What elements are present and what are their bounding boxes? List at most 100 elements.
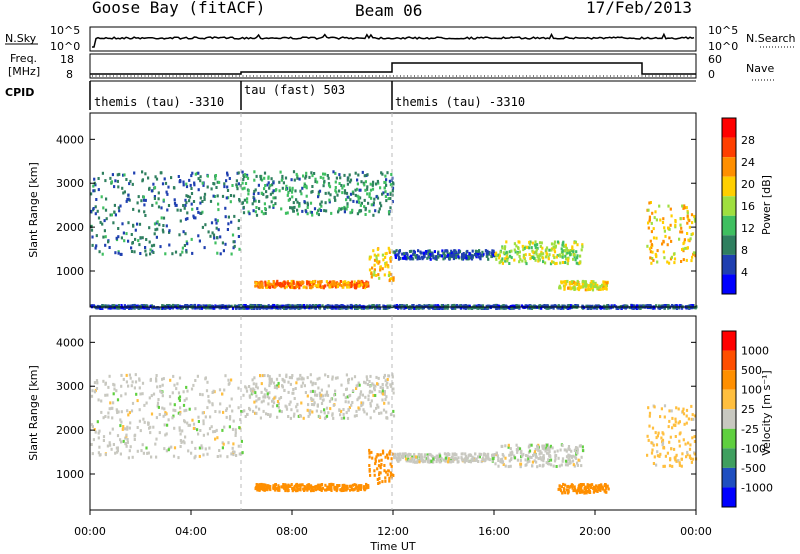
heatmap-cell — [216, 194, 219, 198]
heatmap-cell — [562, 482, 565, 486]
heatmap-cell — [569, 484, 573, 488]
heatmap-cell — [294, 189, 297, 193]
heatmap-cell — [189, 183, 192, 187]
heatmap-cell — [373, 388, 376, 392]
heatmap-cell — [387, 401, 390, 405]
heatmap-cell — [325, 280, 328, 284]
heatmap-cell — [179, 208, 182, 212]
heatmap-cell — [468, 304, 471, 308]
heatmap-cell — [232, 442, 235, 446]
heatmap-cell — [384, 379, 387, 383]
heatmap-cell — [387, 246, 390, 250]
heatmap-cell — [566, 249, 569, 252]
heatmap-cell — [285, 184, 288, 188]
heatmap-cell — [519, 465, 522, 469]
heatmap-cell — [102, 435, 106, 439]
heatmap-cell — [383, 186, 386, 190]
heatmap-cell — [172, 408, 175, 412]
heatmap-cell — [155, 177, 159, 181]
heatmap-cell — [450, 460, 453, 464]
heatmap-cell — [561, 261, 564, 264]
heatmap-cell — [680, 304, 683, 308]
heatmap-cell — [412, 249, 415, 253]
heatmap-cell — [355, 387, 358, 390]
heatmap-cell — [373, 253, 376, 257]
heatmap-cell — [255, 306, 259, 310]
heatmap-cell — [451, 304, 454, 307]
heatmap-cell — [287, 390, 290, 394]
heatmap-cell — [269, 184, 272, 188]
heatmap-cell — [290, 483, 293, 486]
heatmap-cell — [674, 424, 677, 427]
heatmap-cell — [194, 379, 197, 382]
heatmap-cell — [294, 286, 297, 290]
heatmap-cell — [359, 282, 362, 286]
heatmap-cell — [351, 190, 354, 194]
heatmap-cell — [324, 172, 327, 176]
heatmap-cell — [119, 418, 122, 422]
heatmap-cell — [557, 304, 560, 308]
heatmap-cell — [168, 229, 171, 233]
heatmap-cell — [542, 454, 545, 458]
heatmap-cell — [372, 304, 375, 307]
heatmap-cell — [387, 265, 390, 269]
heatmap-cell — [413, 253, 416, 257]
heatmap-cell — [317, 280, 320, 284]
heatmap-cell — [661, 431, 664, 435]
heatmap-cell — [564, 483, 567, 487]
heatmap-cell — [398, 304, 402, 307]
heatmap-cell — [349, 484, 352, 488]
heatmap-cell — [110, 213, 113, 217]
heatmap-cell — [661, 304, 664, 308]
heatmap-cell — [126, 438, 129, 441]
heatmap-cell — [125, 380, 128, 384]
heatmap-cell — [433, 456, 436, 460]
heatmap-cell — [678, 463, 681, 467]
heatmap-cell — [206, 432, 209, 436]
heatmap-cell — [686, 246, 689, 250]
heatmap-cell — [580, 486, 583, 490]
heatmap-cell — [580, 489, 583, 493]
heatmap-cell — [605, 285, 608, 289]
heatmap-cell — [549, 458, 553, 462]
heatmap-cell — [347, 378, 350, 382]
heatmap-cell — [364, 286, 367, 290]
heatmap-cell — [394, 304, 397, 308]
heatmap-cell — [309, 210, 312, 214]
heatmap-cell — [519, 462, 522, 466]
heatmap-cell — [317, 386, 320, 390]
heatmap-cell — [690, 233, 693, 237]
heatmap-cell — [179, 219, 182, 223]
heatmap-cell — [368, 451, 371, 455]
heatmap-cell — [671, 426, 674, 430]
heatmap-cell — [162, 304, 165, 308]
heatmap-cell — [316, 304, 319, 308]
heatmap-cell — [244, 385, 247, 389]
heatmap-cell — [289, 206, 292, 210]
heatmap-cell — [231, 233, 235, 237]
heatmap-cell — [541, 444, 544, 448]
heatmap-cell — [179, 410, 182, 414]
heatmap-cell — [380, 204, 383, 208]
heatmap-cell — [321, 304, 324, 308]
heatmap-cell — [693, 214, 696, 218]
heatmap-cell — [309, 409, 312, 413]
heatmap-cell — [330, 211, 333, 215]
heatmap-cell — [338, 189, 341, 193]
heatmap-cell — [363, 183, 366, 187]
heatmap-cell — [163, 423, 166, 427]
heatmap-cell — [90, 394, 94, 398]
colorbar-swatch — [722, 118, 736, 138]
heatmap-cell — [194, 446, 197, 450]
heatmap-cell — [535, 252, 538, 256]
heatmap-cell — [234, 428, 237, 432]
heatmap-cell — [258, 483, 261, 487]
heatmap-cell — [214, 218, 217, 222]
heatmap-cell — [587, 285, 590, 289]
heatmap-cell — [119, 424, 122, 428]
heatmap-cell — [363, 174, 366, 178]
heatmap-cell — [649, 201, 652, 204]
heatmap-cell — [204, 223, 207, 227]
heatmap-cell — [517, 247, 520, 250]
heatmap-cell — [168, 304, 171, 308]
